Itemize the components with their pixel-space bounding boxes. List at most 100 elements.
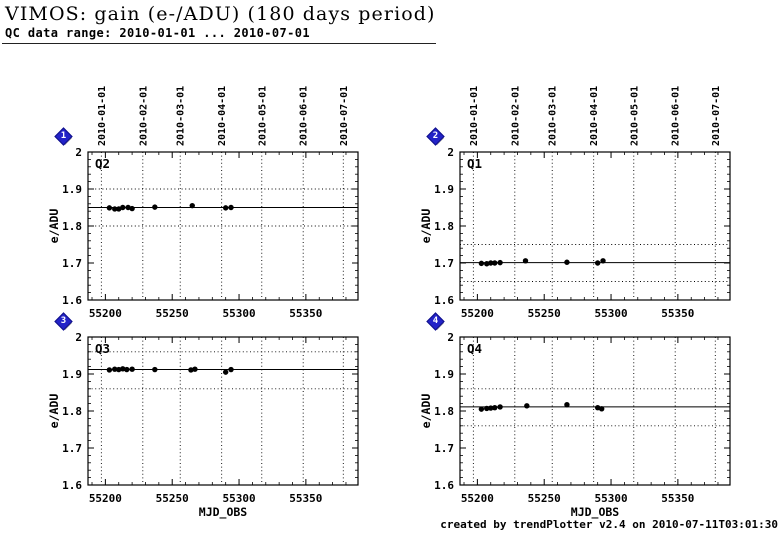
plot-text: 1.9 [62, 183, 82, 196]
data-point [129, 366, 135, 372]
data-point [478, 260, 485, 267]
data-point [598, 406, 605, 412]
data-point [112, 366, 118, 372]
data-point [152, 366, 158, 373]
plot-text: 1.6 [434, 294, 454, 307]
data-point [594, 404, 601, 411]
data-point [222, 369, 229, 375]
plot-text: 1.7 [434, 257, 454, 270]
plot-text: 1.8 [62, 405, 82, 418]
data-point [222, 205, 229, 211]
panel-marker-1[interactable]: 1 [54, 127, 73, 146]
panel-marker-4[interactable]: 4 [426, 312, 445, 331]
marker-number: 1 [60, 131, 67, 141]
plot-text: 55250 [528, 492, 561, 505]
header-rule [2, 43, 436, 44]
marker-number: 4 [432, 316, 439, 326]
plot-text: 2 [447, 146, 454, 159]
axes-box [87, 151, 359, 301]
data-point [106, 205, 113, 211]
data-point [492, 260, 498, 266]
plot-text: 1.9 [434, 368, 454, 381]
plot-text: 55250 [156, 307, 189, 320]
data-point [106, 367, 113, 373]
plot-text: 2 [75, 146, 82, 159]
plot-text: e/ADU [47, 209, 61, 244]
plot-text: 55200 [89, 492, 122, 505]
plot-text: 55300 [222, 307, 255, 320]
plot-text: 2010-07-01 [339, 86, 350, 146]
plot-text: 2010-02-01 [510, 86, 521, 146]
plot-text: e/ADU [47, 394, 61, 429]
data-point [497, 259, 503, 266]
data-point [488, 260, 494, 266]
plot-text: Q2 [95, 156, 110, 171]
plot-text: 2010-02-01 [138, 86, 149, 146]
plot-text: e/ADU [419, 394, 433, 429]
plot-text: 2010-04-01 [217, 86, 228, 146]
axes-box [87, 336, 359, 486]
plot-text: 55350 [289, 492, 322, 505]
data-point [188, 367, 194, 373]
plot-text: 2010-05-01 [257, 86, 268, 146]
plot-text: 2010-04-01 [589, 86, 600, 146]
panel-q2: 1.6 1.7 1.8 1.9 2 55200 55250 55300 55350 2010-01… [47, 86, 359, 320]
data-point [478, 406, 485, 412]
plot-text: 55350 [661, 492, 694, 505]
plot-text: Q3 [95, 341, 110, 356]
data-point [129, 205, 135, 212]
plot-text: 1.8 [434, 405, 454, 418]
data-point [124, 366, 130, 373]
plot-text: 2010-01-01 [97, 86, 108, 146]
data-point [120, 204, 126, 211]
panel-q3: 1.6 1.7 1.8 1.9 2 55200 55250 55300 55350 Q3 e/ADU… [47, 331, 359, 520]
data-point [497, 404, 503, 410]
data-point [152, 204, 158, 210]
data-point [600, 258, 606, 264]
plot-text: 55350 [289, 307, 322, 320]
plot-text: 55300 [222, 492, 255, 505]
data-point [564, 402, 570, 408]
axes-box [459, 336, 731, 486]
plot-text: 1.8 [434, 220, 454, 233]
plot-text: 55200 [89, 307, 122, 320]
data-point [112, 206, 118, 212]
data-point [524, 403, 530, 409]
data-point [484, 261, 490, 267]
plot-text: 2010-05-01 [629, 86, 640, 146]
plot-text: 55200 [461, 307, 494, 320]
panel-marker-3[interactable]: 3 [54, 312, 73, 331]
credit-line: created by trendPlotter v2.4 on 2010-07-… [440, 518, 778, 531]
data-point [116, 366, 122, 373]
page-title: VIMOS: gain (e-/ADU) (180 days period) [5, 3, 436, 25]
plot-text: 1.6 [62, 294, 82, 307]
plot-text: 1.6 [434, 479, 454, 492]
plot-text: 55200 [461, 492, 494, 505]
plot-text: 1.8 [62, 220, 82, 233]
plot-text: 55350 [661, 307, 694, 320]
panel-marker-2[interactable]: 2 [426, 127, 445, 146]
data-point [564, 259, 570, 265]
data-point [125, 204, 131, 211]
plot-text: 1.7 [62, 442, 82, 455]
plot-text: 2010-03-01 [176, 86, 187, 146]
plot-text: 2010-03-01 [548, 86, 559, 146]
plot-text: 2010-06-01 [299, 86, 310, 146]
plot-text: e/ADU [419, 209, 433, 244]
data-point [228, 366, 234, 373]
data-point [488, 405, 494, 411]
plot-text: 2010-01-01 [469, 86, 480, 146]
data-point [189, 202, 195, 209]
data-point [492, 404, 498, 411]
plot-text: 1.6 [62, 479, 82, 492]
plot-text: 2010-06-01 [671, 86, 682, 146]
panel-q1: 1.6 1.7 1.8 1.9 2 55200 55250 55300 55350 2010-01… [419, 86, 731, 320]
plot-text: 2010-07-01 [711, 86, 722, 146]
plot-text: 2 [75, 331, 82, 344]
qc-data-range: QC data range: 2010-01-01 ... 2010-07-01 [5, 26, 310, 40]
panel-q4: 1.6 1.7 1.8 1.9 2 55200 55250 55300 55350 Q4 e/ADU… [419, 331, 731, 520]
data-point [484, 405, 490, 412]
plot-text: Q4 [467, 341, 482, 356]
marker-number: 3 [60, 316, 67, 326]
